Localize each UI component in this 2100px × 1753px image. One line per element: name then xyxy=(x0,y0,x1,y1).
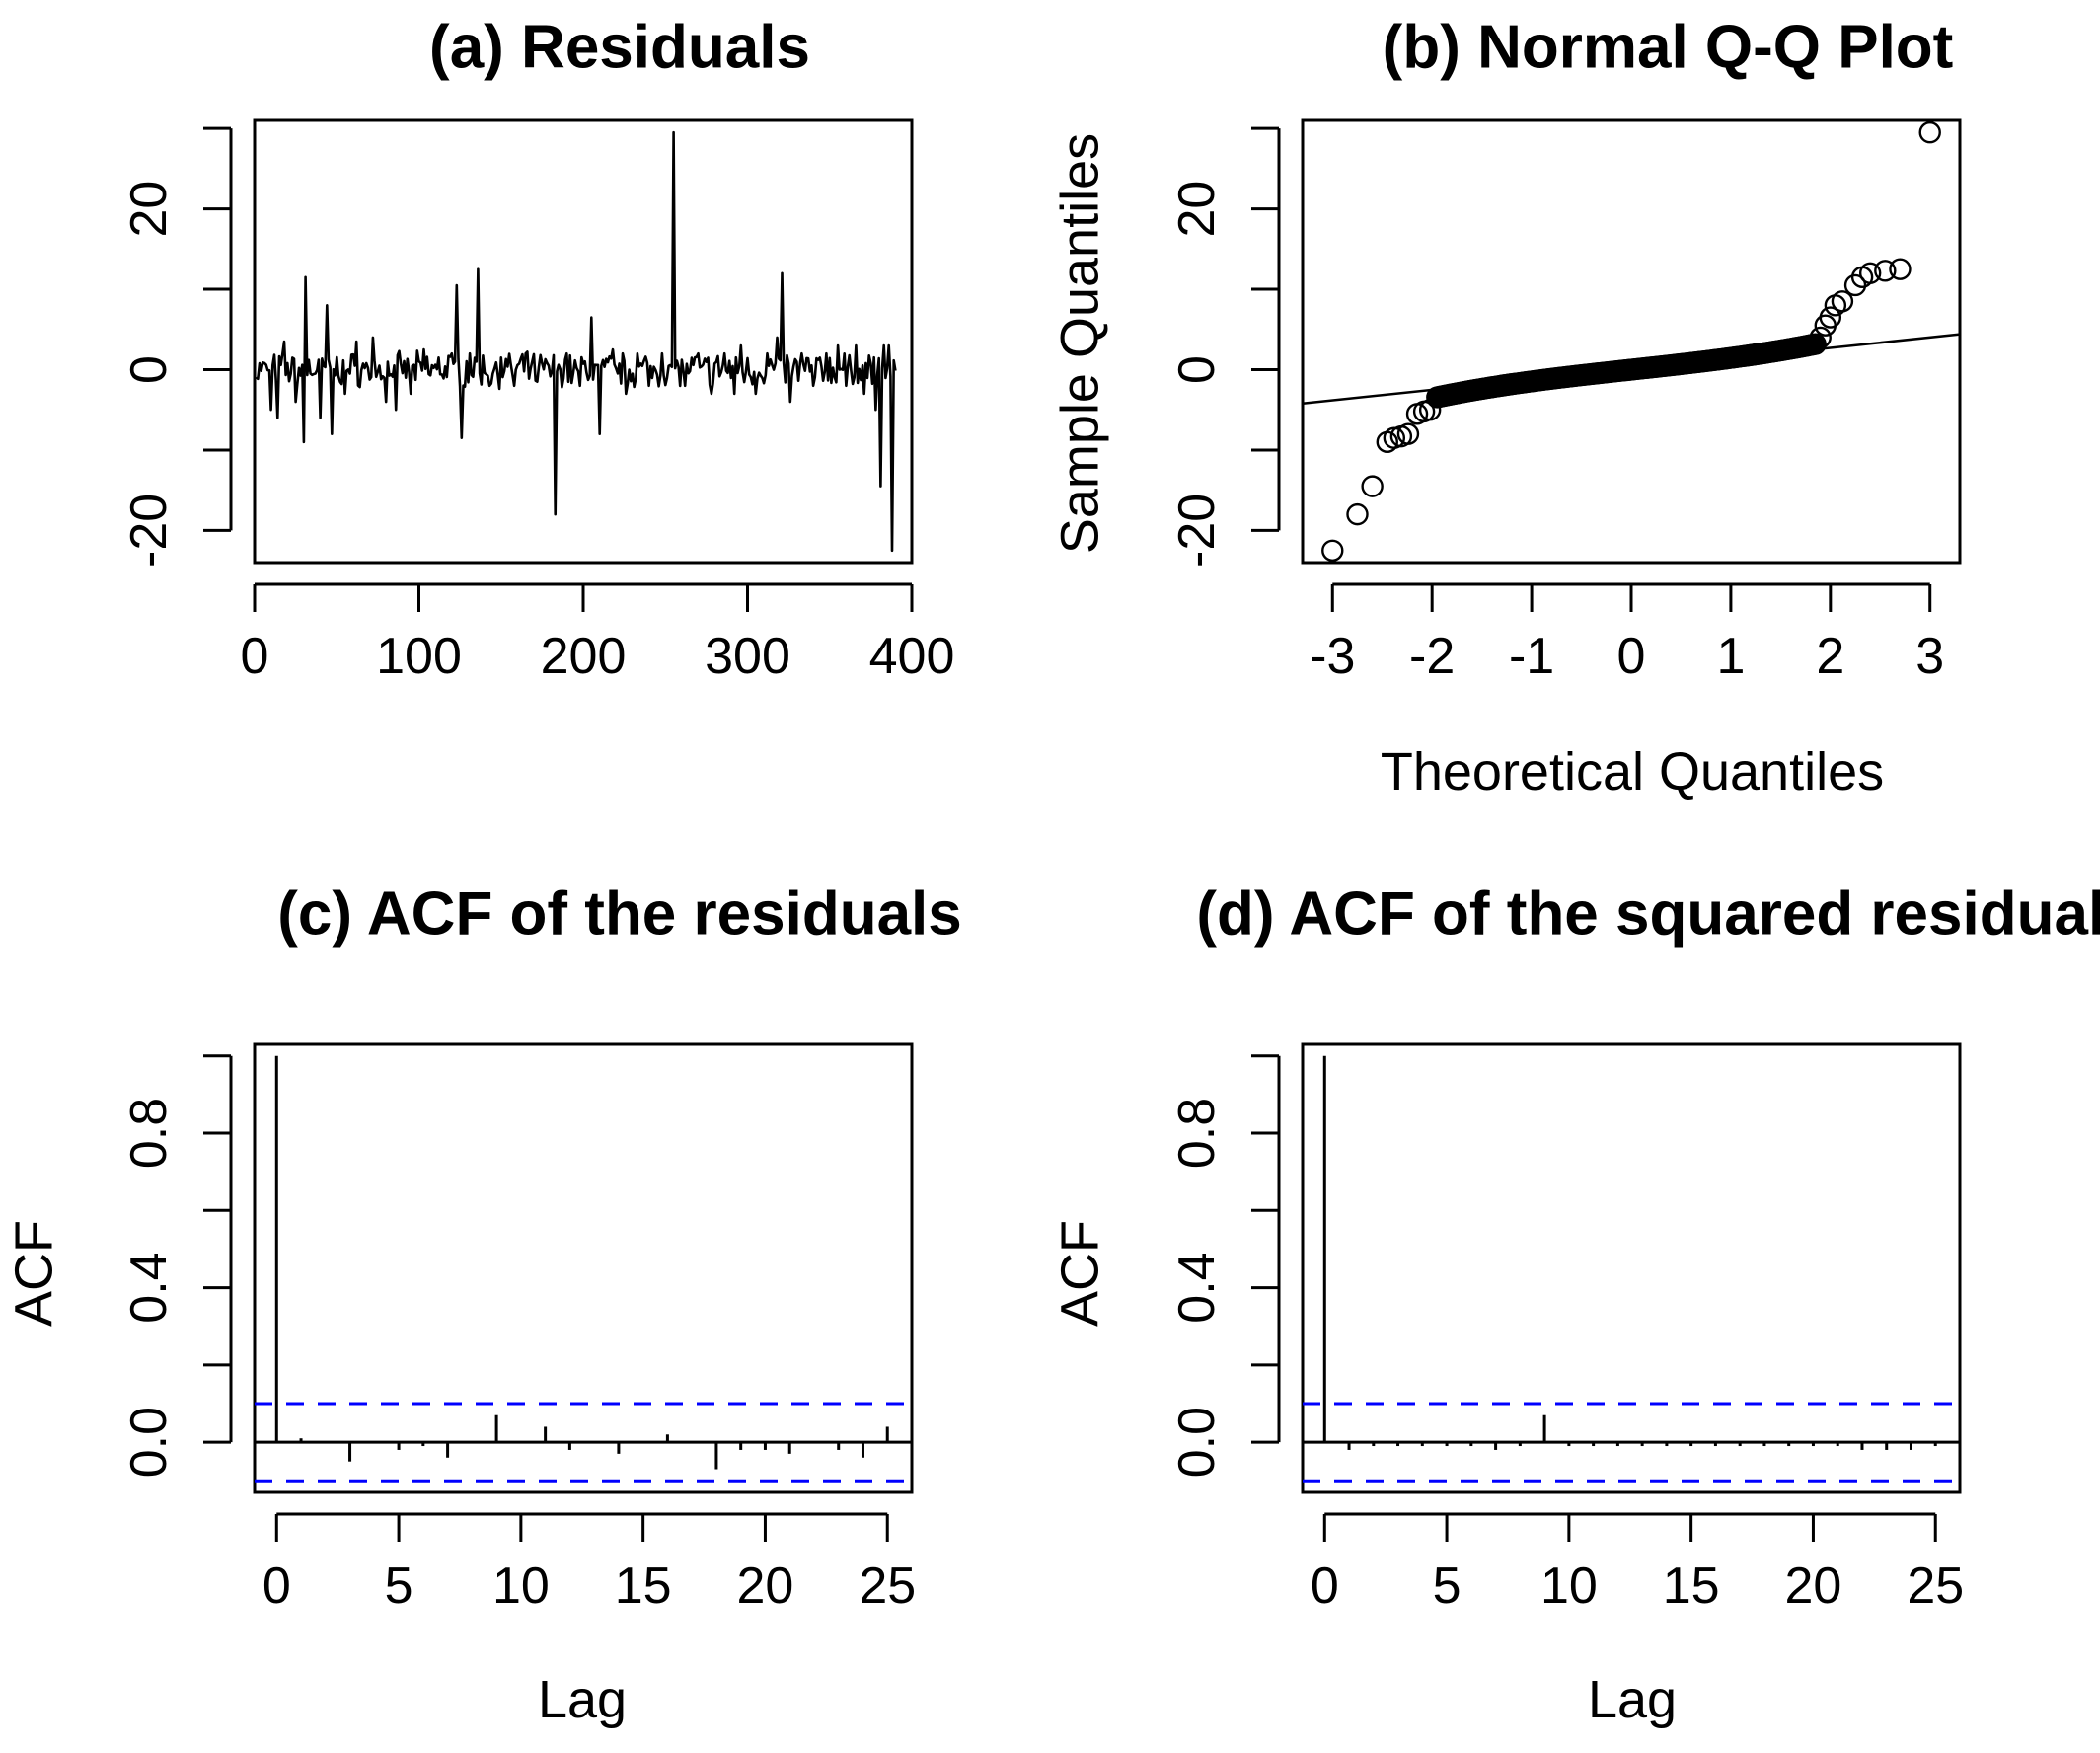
qq-point xyxy=(1858,262,1882,284)
qq-point xyxy=(1843,273,1867,297)
x-axis: -3 -2 -1 0 1 2 3 xyxy=(1310,582,1944,685)
qq-point xyxy=(1346,502,1369,526)
y-tick-label: 0.8 xyxy=(120,1098,178,1169)
qq-point xyxy=(1396,422,1420,445)
marks xyxy=(1303,1055,1960,1483)
x-tick-label: 300 xyxy=(705,628,790,685)
panel-c: (c) ACF of the residuals 0 5 10 15 20 25 0.0 0.4… xyxy=(4,879,962,1729)
y-tick-label: -20 xyxy=(120,494,178,568)
y-tick-label: 0.0 xyxy=(120,1407,178,1478)
y-axis-label: ACF xyxy=(1050,1220,1109,1327)
qq-point xyxy=(1361,475,1384,497)
panel-title: (a) Residuals xyxy=(429,13,810,81)
panel-d: (d) ACF of the squared residuals 0 5 10 15 20… xyxy=(1050,879,2100,1729)
x-axis: 0 5 10 15 20 25 xyxy=(1311,1512,1964,1615)
qq-point xyxy=(1831,290,1854,313)
x-tick-label: 20 xyxy=(737,1558,794,1615)
y-axis: -20 0 20 xyxy=(1168,126,1281,568)
x-tick-label: -3 xyxy=(1310,628,1355,685)
plot-frame xyxy=(1301,1042,1962,1494)
y-axis-label: ACF xyxy=(4,1220,63,1327)
x-tick-label: 0 xyxy=(241,628,269,685)
qq-point xyxy=(1418,399,1442,421)
x-axis-label: Theoretical Quantiles xyxy=(1381,742,1884,801)
y-tick-label: 0 xyxy=(120,355,178,384)
x-tick-label: 15 xyxy=(1663,1558,1720,1615)
y-axis: 0.0 0.4 0.8 xyxy=(120,1054,233,1478)
y-tick-label: 0.4 xyxy=(120,1252,178,1323)
qq-point xyxy=(1809,326,1832,349)
marks xyxy=(1302,121,1961,562)
marks xyxy=(255,130,897,553)
x-tick-label: 25 xyxy=(859,1558,916,1615)
panel-b: (b) Normal Q-Q Plot -3 -2 -1 0 1 2 3 -20 0 20 Theor… xyxy=(1050,13,1962,801)
x-tick-label: 3 xyxy=(1915,628,1944,685)
qq-point xyxy=(1804,333,1827,355)
y-axis: 0.0 0.4 0.8 xyxy=(1168,1054,1281,1478)
x-tick-label: 1 xyxy=(1716,628,1745,685)
x-tick-label: 0 xyxy=(262,1558,291,1615)
qq-point xyxy=(1918,121,1941,144)
y-tick-label: 0 xyxy=(1168,355,1226,384)
y-tick-label: -20 xyxy=(1168,494,1226,568)
panel-title: (c) ACF of the residuals xyxy=(277,879,962,948)
x-axis-label: Lag xyxy=(1588,1670,1677,1729)
qq-point xyxy=(1874,260,1897,282)
y-tick-label: 0.0 xyxy=(1168,1407,1226,1478)
y-tick-label: 0.4 xyxy=(1168,1252,1226,1323)
x-axis: 0 100 200 300 400 xyxy=(241,582,955,685)
y-tick-label: 20 xyxy=(120,181,178,238)
x-tick-label: 2 xyxy=(1816,628,1844,685)
plot-frame xyxy=(1301,118,1962,565)
qq-point xyxy=(1819,306,1842,329)
plot-frame xyxy=(253,1042,914,1494)
y-tick-label: 0.8 xyxy=(1168,1098,1226,1169)
panel-a: (a) Residuals 0 100 200 300 400 -20 0 20 xyxy=(120,13,954,685)
x-tick-label: -2 xyxy=(1409,628,1455,685)
x-tick-label: 100 xyxy=(376,628,462,685)
y-tick-label: 20 xyxy=(1168,181,1226,238)
x-tick-label: 200 xyxy=(541,628,627,685)
x-tick-label: -1 xyxy=(1509,628,1554,685)
y-axis-label: Sample Quantiles xyxy=(1050,133,1109,554)
panel-title: (b) Normal Q-Q Plot xyxy=(1383,13,1954,81)
x-tick-label: 0 xyxy=(1617,628,1646,685)
x-tick-label: 5 xyxy=(385,1558,413,1615)
plot-frame xyxy=(253,118,914,565)
qq-point xyxy=(1889,258,1912,280)
x-axis-label: Lag xyxy=(538,1670,627,1729)
panel-title: (d) ACF of the squared residuals xyxy=(1196,879,2100,948)
x-tick-label: 25 xyxy=(1907,1558,1964,1615)
x-tick-label: 10 xyxy=(492,1558,550,1615)
x-tick-label: 10 xyxy=(1540,1558,1598,1615)
qq-point xyxy=(1321,539,1344,562)
marks xyxy=(255,1055,912,1483)
residual-series-line xyxy=(255,130,897,553)
y-axis: -20 0 20 xyxy=(120,126,233,568)
x-tick-label: 5 xyxy=(1433,1558,1462,1615)
x-tick-label: 20 xyxy=(1785,1558,1842,1615)
x-tick-label: 400 xyxy=(869,628,955,685)
x-axis: 0 5 10 15 20 25 xyxy=(262,1512,916,1615)
x-tick-label: 15 xyxy=(615,1558,672,1615)
x-tick-label: 0 xyxy=(1311,1558,1339,1615)
